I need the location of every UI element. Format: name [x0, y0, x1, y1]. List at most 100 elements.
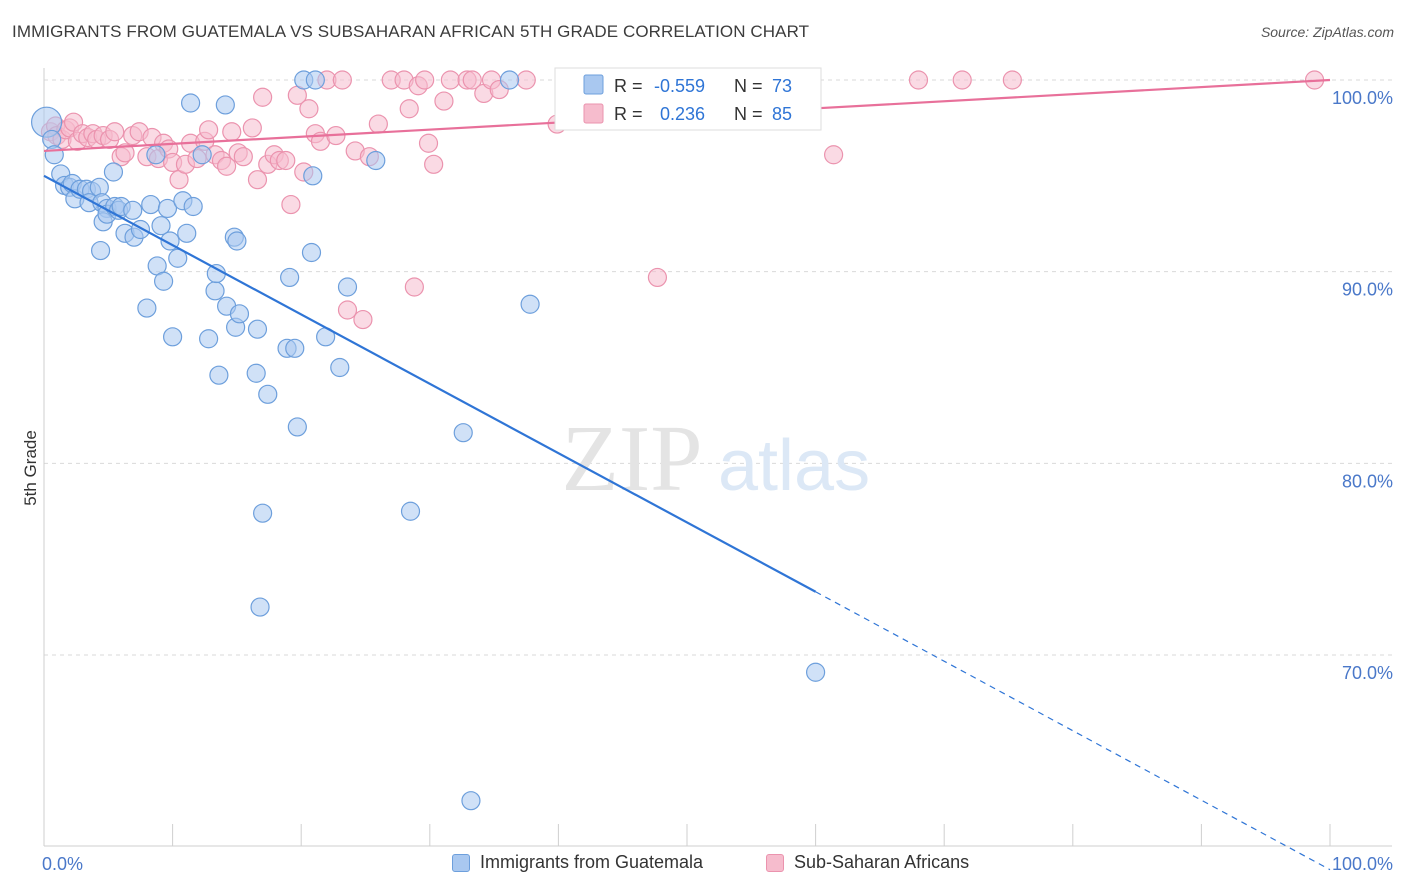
- legend-n-value: 73: [772, 76, 792, 96]
- data-point-guatemala: [123, 200, 143, 220]
- data-point-guatemala: [151, 216, 171, 236]
- legend-r-label: R =: [614, 76, 643, 96]
- axes: [43, 68, 1392, 847]
- legend-item-sub-saharan[interactable]: Sub-Saharan Africans: [766, 852, 969, 873]
- data-point-guatemala: [246, 363, 266, 383]
- data-point-sub-saharan: [952, 70, 972, 90]
- legend-n-label: N =: [734, 76, 763, 96]
- y-tick-label: 80.0%: [1342, 471, 1393, 491]
- data-point-sub-saharan: [105, 122, 125, 142]
- legend-swatch-pink: [583, 103, 604, 124]
- legend-r-value: 0.236: [660, 104, 705, 124]
- y-tick-label: 90.0%: [1342, 280, 1393, 300]
- data-point-sub-saharan: [247, 170, 268, 190]
- data-point-guatemala: [253, 503, 273, 523]
- legend-swatch-pink: [766, 853, 784, 872]
- data-point-sub-saharan: [415, 70, 435, 90]
- data-point-sub-saharan: [516, 70, 536, 90]
- data-point-sub-saharan: [253, 87, 273, 107]
- data-point-sub-saharan: [824, 145, 844, 165]
- watermark: ZIP atlas: [562, 407, 871, 511]
- data-point-sub-saharan: [647, 267, 668, 288]
- data-point-guatemala: [301, 242, 322, 263]
- watermark-atlas: atlas: [718, 426, 870, 506]
- data-point-guatemala: [206, 263, 226, 284]
- data-point-guatemala: [285, 338, 305, 358]
- data-point-sub-saharan: [368, 114, 388, 134]
- series-immigrants-from-guatemala: [30, 70, 826, 811]
- data-point-guatemala: [280, 267, 300, 288]
- data-point-sub-saharan: [217, 156, 237, 176]
- y-tick-label: 70.0%: [1342, 663, 1393, 683]
- legend-n-value: 85: [772, 104, 792, 124]
- data-point-guatemala: [303, 166, 323, 186]
- data-point-guatemala: [103, 162, 124, 182]
- data-point-sub-saharan: [337, 300, 358, 320]
- data-point-guatemala: [330, 357, 350, 378]
- source-attribution: Source: ZipAtlas.com: [1260, 24, 1394, 40]
- legend-swatch-blue: [583, 74, 604, 95]
- data-point-guatemala: [215, 95, 235, 115]
- data-point-sub-saharan: [1002, 70, 1022, 90]
- data-point-sub-saharan: [424, 154, 444, 174]
- data-point-sub-saharan: [199, 120, 219, 140]
- data-point-guatemala: [453, 423, 473, 443]
- legend-r-value: -0.559: [654, 76, 705, 96]
- y-tick-label: 100.0%: [1332, 88, 1393, 108]
- data-point-sub-saharan: [242, 118, 262, 138]
- data-point-sub-saharan: [434, 91, 454, 111]
- data-point-guatemala: [146, 145, 166, 165]
- data-point-guatemala: [141, 194, 161, 215]
- data-point-guatemala: [805, 662, 826, 682]
- data-point-guatemala: [337, 277, 358, 297]
- data-point-guatemala: [400, 501, 421, 521]
- watermark-zip: ZIP: [562, 407, 703, 511]
- data-point-guatemala: [461, 791, 481, 811]
- y-axis-title: 5th Grade: [21, 430, 40, 506]
- data-point-sub-saharan: [276, 150, 296, 171]
- data-point-guatemala: [499, 70, 520, 90]
- data-point-sub-saharan: [440, 70, 460, 90]
- chart-title: IMMIGRANTS FROM GUATEMALA VS SUBSAHARAN …: [12, 22, 810, 41]
- data-point-guatemala: [229, 304, 250, 324]
- data-point-sub-saharan: [233, 147, 253, 167]
- data-point-sub-saharan: [418, 133, 439, 153]
- x-tick-labels: 0.0% 100.0%: [42, 854, 1393, 874]
- x-tick-label: 0.0%: [42, 854, 83, 874]
- data-point-sub-saharan: [353, 309, 373, 330]
- legend-swatch-blue: [452, 853, 470, 872]
- legend-bottom: Immigrants from Guatemala Sub-Saharan Af…: [0, 852, 1406, 878]
- data-point-guatemala: [199, 329, 219, 349]
- data-point-sub-saharan: [222, 122, 242, 142]
- data-point-guatemala: [287, 417, 307, 437]
- data-point-sub-saharan: [332, 70, 352, 90]
- data-point-sub-saharan: [404, 277, 424, 297]
- data-point-sub-saharan: [299, 99, 319, 119]
- data-point-guatemala: [153, 271, 174, 291]
- legend-r-label: R =: [614, 104, 643, 124]
- data-point-guatemala: [520, 294, 540, 314]
- legend-label: Immigrants from Guatemala: [480, 852, 704, 872]
- legend-label: Sub-Saharan Africans: [794, 852, 970, 872]
- data-point-sub-saharan: [399, 99, 419, 119]
- data-point-guatemala: [209, 365, 229, 385]
- data-point-guatemala: [305, 70, 325, 90]
- data-point-guatemala: [192, 145, 212, 165]
- data-point-guatemala: [168, 248, 188, 268]
- data-point-guatemala: [44, 145, 64, 165]
- data-point-sub-saharan: [462, 70, 482, 90]
- data-point-guatemala: [163, 327, 183, 347]
- data-point-guatemala: [177, 223, 197, 243]
- legend-item-guatemala[interactable]: Immigrants from Guatemala: [452, 852, 703, 873]
- data-point-sub-saharan: [908, 70, 929, 90]
- data-point-guatemala: [227, 231, 247, 251]
- y-tick-labels: 70.0% 80.0% 90.0% 100.0%: [1332, 88, 1393, 683]
- trend-line-guatemala: [43, 174, 817, 593]
- grid-lines: [44, 79, 1392, 656]
- data-point-guatemala: [181, 93, 201, 113]
- data-point-guatemala: [205, 281, 225, 301]
- legend-n-label: N =: [734, 104, 763, 124]
- data-point-guatemala: [366, 150, 386, 171]
- data-point-guatemala: [183, 196, 203, 217]
